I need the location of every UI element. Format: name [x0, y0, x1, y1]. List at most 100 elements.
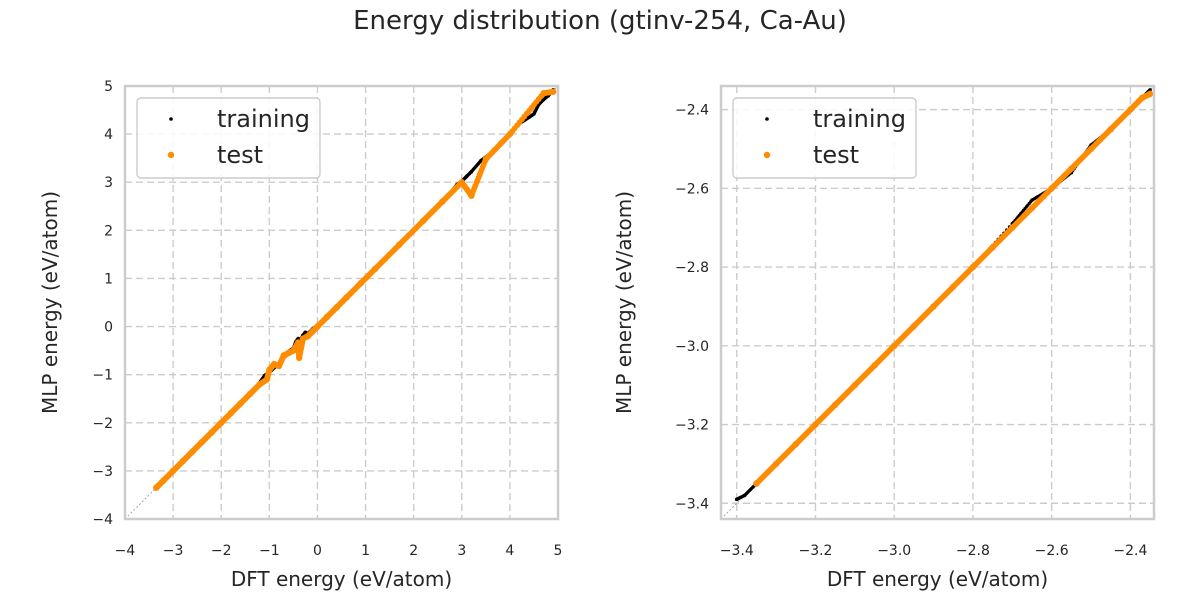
panel-1-y-tick-label: −3.2: [675, 418, 709, 434]
panel-0-test-point: [299, 335, 307, 342]
panel-0-y-axis-label: MLP energy (eV/atom): [38, 191, 62, 414]
panel-0-test-point: [169, 467, 177, 475]
panel-0-test-point: [540, 90, 547, 97]
panel-0-test-point: [266, 366, 273, 374]
panel-0-axes-frame: [123, 84, 560, 521]
panel-0-test-point: [218, 419, 225, 426]
panel-0-test-point: [208, 429, 215, 436]
panel-1-axes-frame: [719, 84, 1156, 521]
panel-0-test-point: [343, 294, 350, 301]
panel-0-legend-label-test: test: [217, 141, 263, 169]
panel-0-x-tick-label: −1: [259, 543, 280, 559]
panel-1-test-point: [1127, 106, 1134, 113]
panel-1-y-tick-label: −2.6: [675, 181, 709, 197]
panel-0-legend-label-training: training: [217, 105, 310, 133]
panel-1-test-point: [891, 342, 898, 349]
panel-1-x-tick-label: −2.6: [1035, 543, 1069, 559]
panel-1-x-tick-label: −2.4: [1113, 543, 1147, 559]
panel-1-x-axis-label: DFT energy (eV/atom): [827, 567, 1048, 591]
panel-0-x-tick-label: 5: [554, 543, 563, 559]
panel-0-y-tick-label: 4: [104, 127, 113, 143]
panel-1-x-tick-label: −3.2: [798, 543, 832, 559]
panel-0-training-point: [532, 112, 536, 116]
panel-0-legend-marker-test: [167, 151, 175, 159]
panel-0-test-point: [160, 477, 167, 484]
panel-1-y-tick-label: −2.4: [675, 103, 709, 119]
panel-0-test-point: [270, 360, 278, 368]
panel-1-legend-marker-training: [765, 117, 769, 121]
panel-1-test-point: [1138, 94, 1146, 102]
panel-1-test-point: [1009, 224, 1016, 231]
panel-0-y-tick-label: −1: [92, 368, 113, 384]
panel-0-test-point: [314, 323, 321, 330]
panel-1-test-point: [1087, 145, 1095, 153]
panel-1-x-tick-label: −2.8: [956, 543, 990, 559]
panel-0-test-point: [357, 280, 364, 287]
panel-0-test-point: [189, 448, 196, 455]
panel-0-y-tick-label: 0: [104, 320, 113, 336]
panel-0-test-point: [304, 332, 312, 340]
panel-1-legend-marker-test: [763, 151, 771, 159]
panel-0-test-point: [227, 409, 235, 417]
panel-0-y-tick-label: 1: [104, 271, 113, 287]
panel-1-training-point: [1030, 198, 1034, 202]
panel-1-test-point: [1048, 185, 1055, 192]
panel-0-test-point: [333, 304, 340, 311]
panel-1-test-point: [772, 460, 780, 468]
panel-1-test-point: [1068, 165, 1075, 172]
panel-0-y-tick-label: 5: [104, 79, 113, 95]
panel-1-test-point: [792, 441, 799, 448]
panel-1-legend: training test: [732, 97, 917, 179]
panel-0-test-point: [246, 390, 254, 398]
panel-1-training-point: [734, 497, 739, 502]
panel-0-test-point: [482, 155, 490, 163]
panel-1-test-point: [989, 244, 996, 251]
panel-0-training-point: [464, 174, 469, 179]
panel-0-y-tick-label: −4: [92, 512, 113, 528]
left-panel: −4 −3 −2 −1 0 1 2 3 4 5 −4 −3 −2 −1 0 1 2 3 4 5 DFT energy (…: [38, 79, 562, 591]
panel-0-y-tick-label: 2: [104, 223, 113, 239]
panel-0-y-tick-label: −3: [92, 464, 113, 480]
panel-1-test-point: [871, 362, 878, 369]
panel-0-x-axis-label: DFT energy (eV/atom): [231, 567, 452, 591]
panel-0-test-point: [420, 217, 427, 224]
panel-1-x-tick-label: −3.4: [720, 543, 754, 559]
panel-0-x-tick-label: 1: [361, 543, 370, 559]
panel-0-test-point: [439, 198, 446, 205]
panel-0-test-point: [396, 241, 403, 248]
panel-1-test-point: [851, 381, 859, 389]
panel-1-legend-label-test: test: [813, 141, 859, 169]
panel-1-series-test: [753, 90, 1154, 487]
panel-1-legend-label-training: training: [813, 105, 906, 133]
panel-1-x-tick-label: −3.0: [877, 543, 911, 559]
panel-1-test-point: [969, 263, 977, 271]
panel-1-test-point: [753, 480, 760, 487]
panel-0-x-tick-label: 2: [409, 543, 418, 559]
panel-0-test-point: [458, 179, 465, 186]
panel-0-test-point: [309, 328, 316, 335]
right-panel: −3.4 −3.2 −3.0 −2.8 −2.6 −2.4 −3.4 −3.2 −3.0 −2.8…: [612, 84, 1156, 591]
panel-1-y-tick-label: −2.8: [675, 260, 709, 276]
panel-1-training-point: [742, 493, 747, 498]
panel-0-test-point: [468, 192, 475, 199]
panel-1-y-axis-label: MLP energy (eV/atom): [612, 191, 636, 414]
panel-0-test-point: [549, 88, 557, 95]
panel-0-test-point: [275, 362, 283, 370]
panel-0-x-tick-label: 0: [313, 543, 322, 559]
panel-0-legend-marker-training: [169, 117, 173, 121]
panel-0-test-point: [285, 349, 292, 357]
panel-1-test-point: [930, 303, 937, 310]
panel-0-x-tick-label: −3: [163, 543, 184, 559]
panel-0-test-point: [179, 458, 186, 465]
panel-0-series-test: [153, 88, 557, 491]
panel-0-test-point: [295, 339, 302, 346]
panel-0-test-point: [295, 354, 303, 362]
panel-0-test-point: [263, 376, 271, 383]
panel-0-test-point: [371, 265, 379, 273]
panel-1-test-point: [831, 401, 839, 409]
panel-0-y-tick-label: −2: [92, 416, 113, 432]
panel-0-test-point: [256, 381, 263, 388]
panel-0-test-point: [237, 400, 244, 407]
panel-0-x-tick-label: 4: [505, 543, 514, 559]
